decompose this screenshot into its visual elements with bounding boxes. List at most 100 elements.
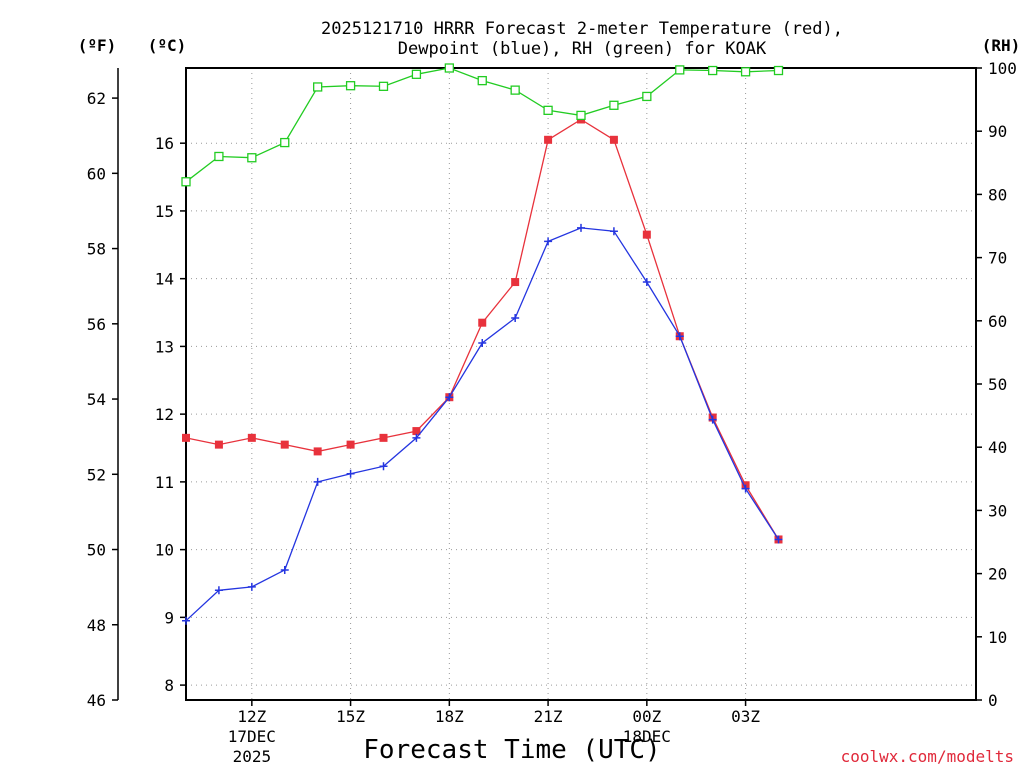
temperature-point [478,318,487,327]
celsius-tick-label: 14 [155,270,174,289]
rh-tick-label: 100 [988,59,1017,78]
dewpoint-point [511,313,520,322]
celsius-tick-label: 10 [155,541,174,560]
rh-point [510,85,520,95]
x-tick-label-line: 17DEC [228,727,276,746]
dewpoint-point [708,415,717,424]
rh-point [444,63,454,73]
dewpoint-point [741,484,750,493]
rh-point [543,105,553,115]
dewpoint-series [182,223,783,625]
temperature-point [214,440,223,449]
dewpoint-point [247,582,256,591]
celsius-unit-label: (ºC) [148,36,187,55]
celsius-tick-label: 13 [155,337,174,356]
celsius-tick-label: 12 [155,405,174,424]
rh-tick-label: 70 [988,249,1007,268]
dewpoint-point [577,223,585,232]
dewpoint-point [214,586,223,595]
fahrenheit-tick-label: 54 [87,390,106,409]
rh-point [675,65,685,75]
temperature-point [379,433,388,442]
celsius-tick-label: 11 [155,473,174,492]
dewpoint-point [478,339,487,348]
chart-title: 2025121710 HRRR Forecast 2-meter Tempera… [321,19,843,59]
rh-tick-label: 50 [988,375,1007,394]
fahrenheit-tick-label: 48 [87,616,106,635]
rh-point [411,69,422,79]
x-tick-label: 12Z 17DEC 2025 [228,707,276,766]
rh-point [345,81,356,91]
credit-text: coolwx.com/modelts [841,747,1014,766]
fahrenheit-tick-label: 58 [87,240,106,259]
temperature-point [642,230,651,239]
x-tick-label: 00Z 18DEC [623,707,671,746]
dewpoint-point [675,332,684,341]
rh-point [740,67,751,77]
temperature-point [247,433,256,442]
fahrenheit-tick-label: 50 [87,541,106,560]
rh-point [247,153,257,163]
dewpoint-point [774,535,783,544]
dewpoint-point [280,565,289,574]
fahrenheit-tick-label: 46 [87,691,106,710]
x-tick-label-line: 21Z [534,707,563,726]
x-tick-label-line: 12Z [237,707,266,726]
rh-tick-label: 0 [988,691,998,710]
temperature-point [609,135,618,144]
rh-unit-label: (RH) [982,36,1021,55]
fahrenheit-unit-label: (ºF) [78,36,117,55]
chart-title-line-1: 2025121710 HRRR Forecast 2-meter Tempera… [321,19,843,39]
rh-point [181,177,191,187]
fahrenheit-tick-label: 62 [87,89,106,108]
rh-point [477,75,487,86]
x-tick-label-line: 03Z [731,707,760,726]
dewpoint-point [544,237,553,246]
celsius-tick-label: 16 [155,134,174,153]
rh-point [708,65,718,76]
rh-point [313,82,323,92]
gridlines [186,68,976,700]
celsius-tick-label: 15 [155,202,174,221]
rh-tick-label: 10 [988,628,1007,647]
rh-point [609,100,619,110]
rh-point [642,91,652,102]
temperature-line [185,118,780,540]
x-tick-label-line: 18DEC [623,727,671,746]
fahrenheit-tick-label: 60 [87,164,106,183]
x-axis-title: Forecast Time (UTC) [363,735,660,765]
temperature-point [280,440,289,449]
axes: 46 48 50 52 54 56 58 60 62 8 9 10 11 12 13 14 15 16 0 10 20 3… [87,59,1017,766]
data-series [181,63,784,625]
dewpoint-point [182,616,190,625]
x-tick-label: 03Z [731,707,760,726]
temperature-point [182,433,190,442]
rh-point [576,110,586,121]
rh-tick-label: 30 [988,501,1007,520]
temperature-point [313,447,322,456]
rh-point [280,137,290,148]
temperature-point [511,278,520,287]
rh-point [378,81,389,91]
rh-point [214,151,224,162]
rh-tick-label: 60 [988,312,1007,331]
dewpoint-point [313,477,322,486]
x-tick-label-line: 15Z [336,707,365,726]
rh-tick-label: 20 [988,565,1007,584]
rh-tick-label: 80 [988,185,1007,204]
fahrenheit-tick-label: 52 [87,465,106,484]
x-tick-label-line: 00Z [632,707,661,726]
temperature-point [544,135,553,144]
temperature-point [346,440,355,449]
dewpoint-point [445,393,454,402]
temperature-series [182,115,783,544]
temperature-point [412,427,421,436]
fahrenheit-tick-label: 56 [87,315,106,334]
x-tick-label-line: 2025 [233,747,272,766]
rh-series [181,63,784,187]
celsius-tick-label: 9 [164,608,174,627]
dewpoint-point [412,433,421,442]
dewpoint-point [346,469,355,478]
dewpoint-point [609,227,618,236]
dewpoint-point [642,278,651,287]
